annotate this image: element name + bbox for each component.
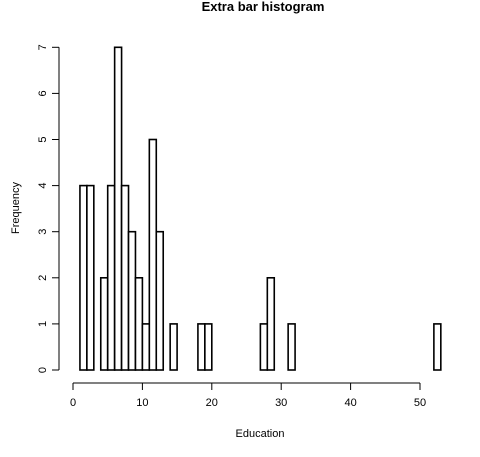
histogram-bar-10 xyxy=(148,138,158,371)
histogram-bar-5 xyxy=(113,46,123,371)
y-tick-label: 5 xyxy=(37,136,49,142)
histogram-bar-11 xyxy=(155,230,165,371)
x-axis-label: Education xyxy=(236,428,285,440)
y-tick-label: 0 xyxy=(37,367,49,373)
histogram-bar-14 xyxy=(204,323,213,371)
histogram-bar-6 xyxy=(120,184,130,371)
x-tick-label: 10 xyxy=(136,397,148,409)
histogram-bar-4 xyxy=(106,184,116,371)
y-tick-label: 4 xyxy=(37,183,49,189)
x-tick-label: 20 xyxy=(206,397,218,409)
x-tick-label: 50 xyxy=(414,397,426,409)
histogram-bar-3 xyxy=(99,276,109,371)
x-tick-label: 0 xyxy=(70,397,76,409)
y-tick-label: 2 xyxy=(37,275,49,281)
y-axis: 0 1 2 3 4 5 6 7 xyxy=(37,44,60,373)
y-tick-label: 6 xyxy=(37,90,49,96)
x-tick-label: 30 xyxy=(275,397,287,409)
histogram-bar-15 xyxy=(259,323,269,371)
x-tick-label: 40 xyxy=(344,397,356,409)
histogram-bar-17 xyxy=(287,323,296,371)
histogram-bar-18 xyxy=(433,323,442,371)
y-tick-label: 3 xyxy=(37,229,49,235)
histogram-bar-16 xyxy=(266,276,276,371)
chart-title: Extra bar histogram xyxy=(202,0,325,14)
bars-group xyxy=(79,46,442,371)
histogram-bar-2 xyxy=(86,184,95,371)
histogram-bar-1 xyxy=(79,184,88,371)
x-axis: 0 10 20 30 40 50 xyxy=(70,382,426,409)
histogram-bar-13 xyxy=(197,323,206,371)
histogram-bar-9 xyxy=(141,323,151,371)
histogram-bar-8 xyxy=(134,276,144,371)
y-tick-label: 7 xyxy=(37,44,49,50)
histogram-bar-7 xyxy=(127,230,137,371)
y-tick-label: 1 xyxy=(37,321,49,327)
y-axis-label: Frequency xyxy=(10,182,22,234)
histogram-bar-12 xyxy=(169,323,178,371)
